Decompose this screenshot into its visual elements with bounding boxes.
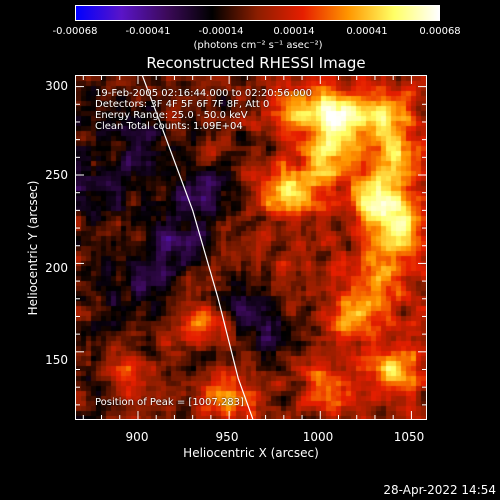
clean-counts-label: Clean Total counts: 1.09E+04 xyxy=(95,121,243,132)
colorbar-tick: -0.00068 xyxy=(52,26,98,37)
colorbar-units: (photons cm⁻² s⁻¹ asec⁻²) xyxy=(193,40,323,51)
y-tick-label: 150 xyxy=(45,353,68,367)
x-axis-label: Heliocentric X (arcsec) xyxy=(183,446,319,460)
plot-area: 19-Feb-2005 02:16:44.000 to 02:20:56.000… xyxy=(75,75,427,420)
colorbar-gradient xyxy=(75,5,440,21)
solar-limb-line xyxy=(141,76,254,419)
plot-timestamp: 28-Apr-2022 14:54 xyxy=(383,483,496,497)
y-tick-label: 200 xyxy=(45,261,68,275)
x-tick-label: 950 xyxy=(215,430,239,444)
x-tick-label: 1050 xyxy=(393,430,425,444)
chart-title: Reconstructed RHESSI Image xyxy=(146,54,366,72)
colorbar-tick: 0.00014 xyxy=(273,26,315,37)
heatmap-image xyxy=(76,76,426,419)
x-tick-label: 1000 xyxy=(302,430,334,444)
y-axis-label: Heliocentric Y (arcsec) xyxy=(26,180,40,316)
y-tick-label: 250 xyxy=(45,168,68,182)
time-range-label: 19-Feb-2005 02:16:44.000 to 02:20:56.000 xyxy=(95,88,313,99)
detectors-label: Detectors: 3F 4F 5F 6F 7F 8F, Att 0 xyxy=(95,99,270,110)
plot-overlay xyxy=(141,76,254,419)
colorbar-tick: -0.00041 xyxy=(125,26,171,37)
colorbar-tick: 0.00068 xyxy=(419,26,461,37)
y-tick-label: 300 xyxy=(45,79,68,93)
energy-range-label: Energy Range: 25.0 - 50.0 keV xyxy=(95,110,248,121)
peak-position-label: Position of Peak = [1007,283] xyxy=(95,397,244,408)
colorbar-tick: -0.00014 xyxy=(198,26,244,37)
x-tick-label: 900 xyxy=(125,430,149,444)
colorbar-tick: 0.00041 xyxy=(346,26,388,37)
